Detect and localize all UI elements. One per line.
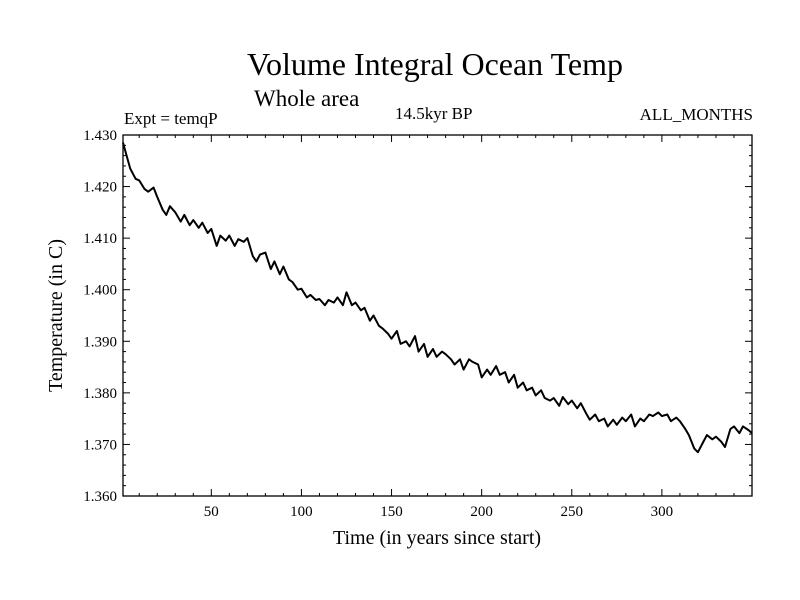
x-tick-label: 50 <box>204 504 219 520</box>
chart-title: Volume Integral Ocean Temp <box>246 46 623 82</box>
x-tick-label: 200 <box>470 504 493 520</box>
series-layer <box>122 142 753 454</box>
y-tick-label: 1.370 <box>83 437 117 453</box>
y-tick-label: 1.410 <box>83 231 117 247</box>
chart-subtitle: Whole area <box>254 86 360 111</box>
y-tick-label: 1.380 <box>83 386 117 402</box>
experiment-label: Expt = temqP <box>124 109 218 128</box>
period-label: 14.5kyr BP <box>395 104 473 123</box>
x-tick-label: 250 <box>561 504 584 520</box>
plot-frame <box>122 134 753 497</box>
ticks-layer: 1.360 1.370 1.380 1.390 1.400 1.410 1.420 1.430… <box>83 128 752 520</box>
y-tick-label: 1.390 <box>83 334 117 350</box>
y-tick-label: 1.360 <box>83 489 117 505</box>
x-tick-label: 300 <box>651 504 674 520</box>
y-tick-label: 1.420 <box>83 180 117 196</box>
x-tick-label: 150 <box>380 504 403 520</box>
months-label: ALL_MONTHS <box>639 105 753 124</box>
series-line <box>122 142 753 454</box>
x-axis-title: Time (in years since start) <box>333 527 541 549</box>
y-axis-title: Temperature (in C) <box>45 239 67 392</box>
y-tick-label: 1.400 <box>83 283 117 299</box>
x-tick-label: 100 <box>290 504 313 520</box>
y-tick-label: 1.430 <box>83 128 117 144</box>
